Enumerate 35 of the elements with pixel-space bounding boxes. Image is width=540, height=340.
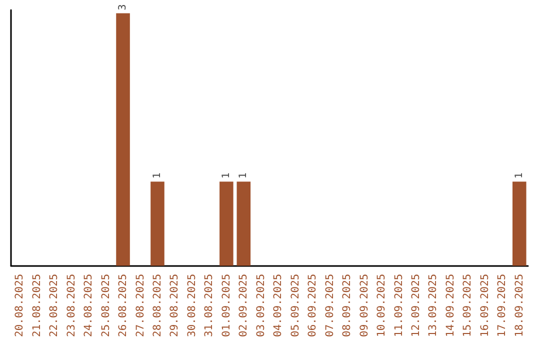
data-label: 1 <box>514 172 525 179</box>
x-tick-label: 26.08.2025 <box>117 274 130 338</box>
x-tick-label: 08.09.2025 <box>341 274 354 338</box>
data-label: 1 <box>238 172 250 179</box>
x-tick-label: 28.08.2025 <box>151 274 164 338</box>
x-tick-label: 15.09.2025 <box>462 274 474 338</box>
x-tick-label: 07.09.2025 <box>324 274 336 338</box>
x-tick-label: 30.08.2025 <box>186 274 198 338</box>
x-tick-label: 22.08.2025 <box>48 274 60 338</box>
x-tick-label: 17.09.2025 <box>496 274 508 338</box>
x-tick-label: 25.08.2025 <box>100 274 112 338</box>
x-tick-label: 31.08.2025 <box>203 274 216 338</box>
data-label: 3 <box>118 4 129 10</box>
x-tick-label: 09.09.2025 <box>358 274 370 338</box>
x-tick-label: 10.09.2025 <box>376 274 388 338</box>
x-tick-label: 24.08.2025 <box>82 274 95 338</box>
x-tick-label: 23.08.2025 <box>65 274 78 338</box>
x-tick-label: 20.08.2025 <box>14 274 26 338</box>
data-label: 1 <box>152 172 163 179</box>
data-label: 1 <box>220 172 232 179</box>
x-tick-label: 14.09.2025 <box>444 274 456 338</box>
x-tick-label: 11.09.2025 <box>392 274 405 338</box>
x-tick-label: 05.09.2025 <box>289 274 302 338</box>
x-tick-label: 18.09.2025 <box>513 274 526 338</box>
x-tick-label: 21.08.2025 <box>30 274 43 338</box>
x-tick-label: 16.09.2025 <box>478 274 491 338</box>
x-tick-label: 02.09.2025 <box>238 274 250 338</box>
x-tick-label: 06.09.2025 <box>306 274 319 338</box>
x-tick-label: 13.09.2025 <box>427 274 440 338</box>
x-tick-label: 27.08.2025 <box>134 274 146 338</box>
x-tick-label: 01.09.2025 <box>220 274 232 338</box>
x-tick-label: 12.09.2025 <box>410 274 422 338</box>
x-tick-label: 29.08.2025 <box>168 274 181 338</box>
x-tick-label: 03.09.2025 <box>254 274 267 338</box>
x-tick-label: 04.09.2025 <box>272 274 284 338</box>
